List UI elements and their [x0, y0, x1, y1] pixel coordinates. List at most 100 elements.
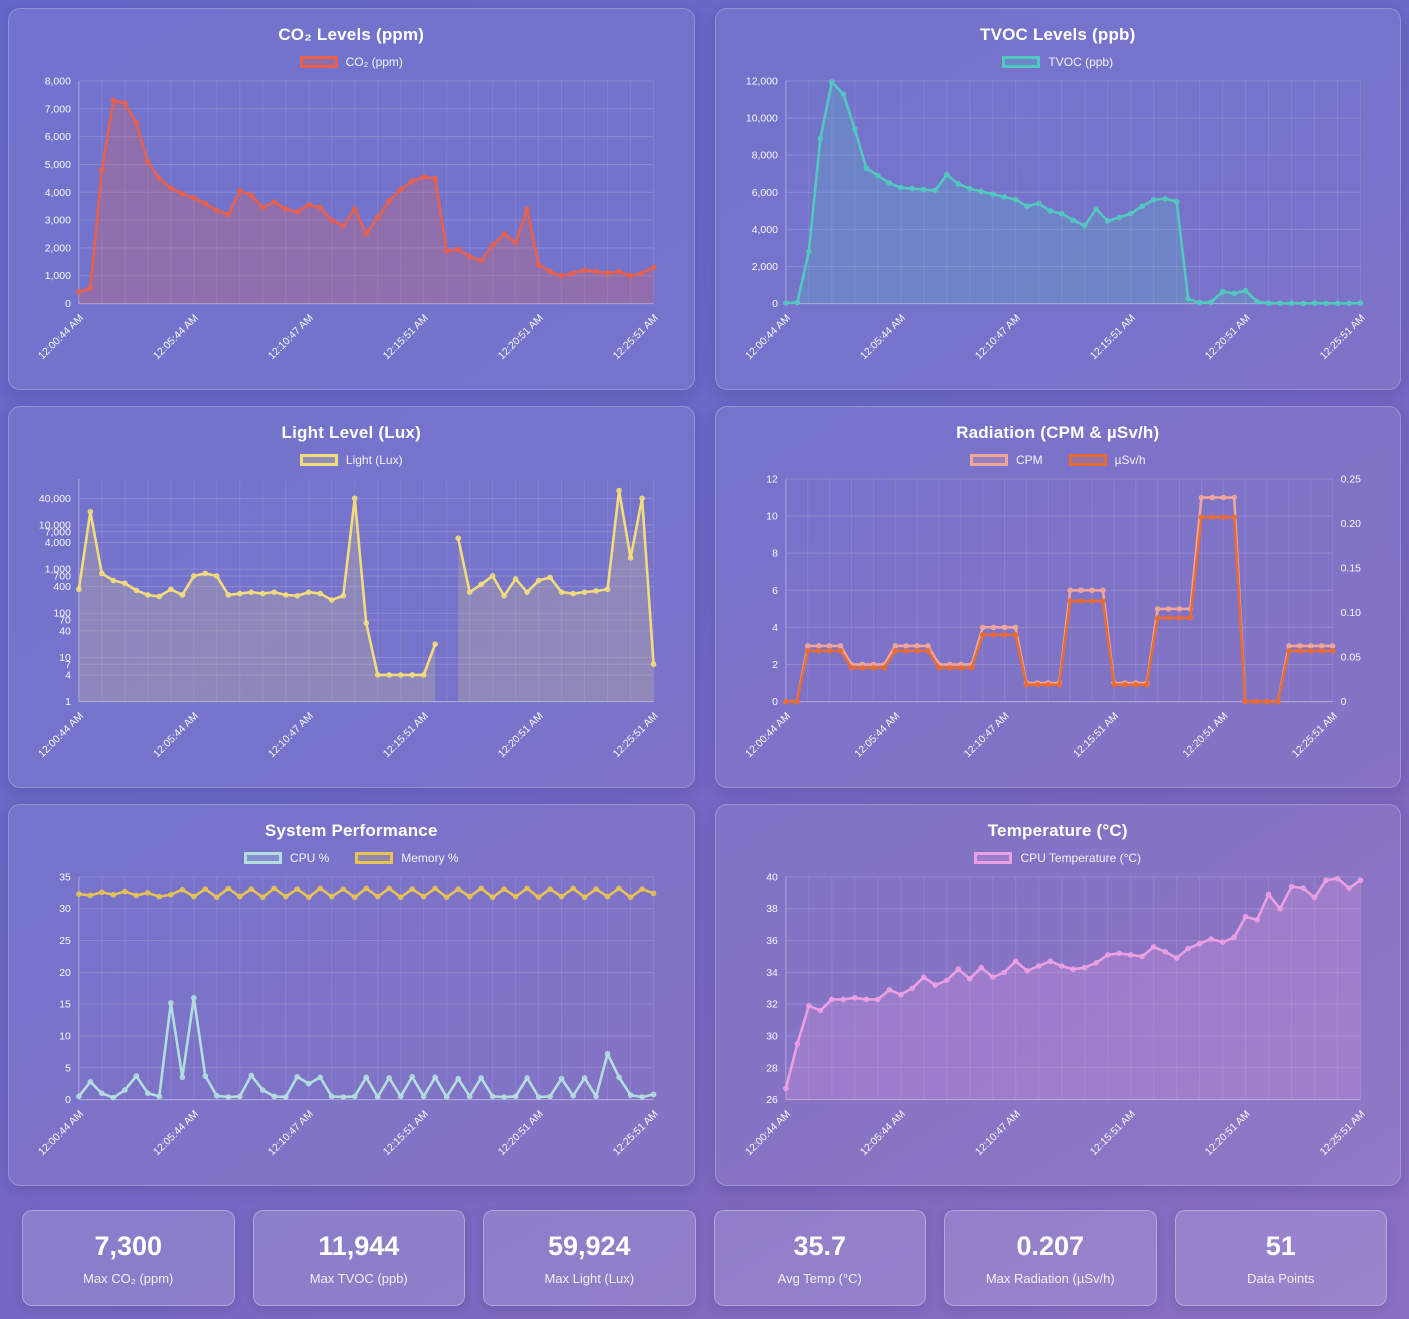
- legend-label: TVOC (ppb): [1048, 54, 1114, 69]
- svg-text:10: 10: [59, 1031, 71, 1042]
- chart-canvas-system-performance[interactable]: 0 5 10 15 20 25 30 35 12:00:44 AM 12:05:44 AM 12:1…: [23, 869, 680, 1179]
- chart-panel-light: Light Level (Lux) Light (Lux) 1 4 7 10 40 70 1…: [8, 406, 695, 788]
- svg-text:15: 15: [59, 1000, 71, 1011]
- legend-swatch: [299, 55, 338, 68]
- svg-text:12:10:47 AM: 12:10:47 AM: [267, 711, 316, 760]
- stat-value: 7,300: [94, 1230, 163, 1261]
- stat-label: Max TVOC (ppb): [309, 1270, 408, 1286]
- chart-canvas-temperature[interactable]: 26 28 30 32 34 36 38 40 12:00:44 AM 12:05:44 AM 12…: [730, 869, 1387, 1179]
- stat-card-data-points: 51 Data Points: [1174, 1210, 1387, 1306]
- chart-title-system-performance: System Performance: [264, 821, 438, 840]
- svg-text:12:05:44 AM: 12:05:44 AM: [152, 1109, 201, 1158]
- stat-value: 59,924: [547, 1230, 631, 1261]
- svg-text:0.15: 0.15: [1340, 563, 1361, 574]
- chart-canvas-tvoc[interactable]: 0 2,000 4,000 6,000 8,000 10,000 12,000 12:00:4…: [730, 73, 1387, 383]
- svg-text:12:15:51 AM: 12:15:51 AM: [381, 313, 430, 362]
- svg-text:0: 0: [1340, 697, 1346, 708]
- svg-text:12:10:47 AM: 12:10:47 AM: [962, 711, 1011, 760]
- svg-text:5: 5: [65, 1063, 71, 1074]
- svg-text:4,000: 4,000: [45, 188, 71, 199]
- svg-text:12:20:51 AM: 12:20:51 AM: [1181, 711, 1230, 760]
- svg-text:0: 0: [772, 299, 778, 310]
- svg-text:0.20: 0.20: [1340, 519, 1361, 530]
- svg-text:0: 0: [772, 697, 778, 708]
- svg-text:26: 26: [766, 1095, 778, 1106]
- svg-text:12:20:51 AM: 12:20:51 AM: [496, 1109, 545, 1158]
- svg-text:35: 35: [59, 872, 71, 883]
- svg-text:40,000: 40,000: [39, 494, 71, 505]
- stat-label: Avg Temp (°C): [777, 1270, 862, 1286]
- svg-text:12:00:44 AM: 12:00:44 AM: [743, 313, 792, 362]
- chart-legend-radiation: CPM µSv/h: [730, 451, 1387, 469]
- legend-item[interactable]: µSv/h: [1068, 452, 1146, 467]
- svg-text:7,000: 7,000: [45, 527, 71, 538]
- stat-value: 51: [1265, 1230, 1296, 1261]
- legend-item[interactable]: TVOC (ppb): [1002, 55, 1113, 69]
- chart-panel-co2: CO₂ Levels (ppm) CO₂ (ppm) 0 1,000 2,000 3,…: [8, 8, 695, 390]
- svg-text:12:00:44 AM: 12:00:44 AM: [37, 711, 86, 760]
- svg-text:7,000: 7,000: [45, 104, 71, 115]
- legend-label: Light (Lux): [345, 452, 403, 467]
- svg-text:12:15:51 AM: 12:15:51 AM: [1088, 1109, 1137, 1158]
- legend-swatch: [1068, 453, 1107, 466]
- stat-card-max-co2: 7,300 Max CO₂ (ppm): [22, 1210, 235, 1306]
- svg-text:12:20:51 AM: 12:20:51 AM: [1203, 313, 1252, 362]
- legend-item[interactable]: CPM: [969, 452, 1043, 467]
- svg-text:12:00:44 AM: 12:00:44 AM: [743, 711, 792, 760]
- chart-canvas-radiation[interactable]: 0 2 4 6 8 10 12 0 0.05 0.10 0.15 0.20 0.25 12:00:44 A…: [730, 471, 1387, 781]
- svg-text:12:05:44 AM: 12:05:44 AM: [853, 711, 902, 760]
- svg-text:3,000: 3,000: [45, 215, 71, 226]
- svg-text:12:05:44 AM: 12:05:44 AM: [152, 711, 201, 760]
- svg-text:12:25:51 AM: 12:25:51 AM: [1290, 711, 1339, 760]
- chart-canvas-co2[interactable]: 0 1,000 2,000 3,000 4,000 5,000 6,000 7,000 8,00…: [23, 73, 680, 383]
- svg-text:100: 100: [53, 609, 71, 620]
- legend-item[interactable]: CPU Temperature (°C): [974, 851, 1141, 865]
- legend-swatch: [1002, 55, 1041, 68]
- chart-legend-temperature: CPU Temperature (°C): [730, 849, 1387, 867]
- legend-swatch: [243, 851, 282, 864]
- svg-text:12,000: 12,000: [745, 76, 777, 87]
- svg-text:12:25:51 AM: 12:25:51 AM: [1318, 1109, 1367, 1158]
- stat-value: 11,944: [318, 1230, 400, 1261]
- legend-swatch: [299, 453, 338, 466]
- legend-label: CPU Temperature (°C): [1020, 850, 1142, 865]
- svg-text:12:25:51 AM: 12:25:51 AM: [611, 313, 660, 362]
- legend-label: CO₂ (ppm): [345, 54, 403, 69]
- svg-text:4: 4: [65, 670, 71, 681]
- svg-text:12:05:44 AM: 12:05:44 AM: [152, 313, 201, 362]
- legend-label: µSv/h: [1114, 452, 1146, 467]
- svg-text:1: 1: [65, 697, 71, 708]
- svg-text:12:15:51 AM: 12:15:51 AM: [381, 711, 430, 760]
- svg-text:4,000: 4,000: [45, 538, 71, 549]
- svg-text:34: 34: [766, 968, 778, 979]
- svg-text:400: 400: [53, 582, 71, 593]
- svg-text:40: 40: [766, 872, 778, 883]
- svg-text:12:00:44 AM: 12:00:44 AM: [37, 1109, 86, 1158]
- legend-swatch: [355, 851, 394, 864]
- svg-text:12:15:51 AM: 12:15:51 AM: [1088, 313, 1137, 362]
- svg-text:30: 30: [766, 1031, 778, 1042]
- svg-text:8: 8: [772, 549, 778, 560]
- legend-swatch: [969, 453, 1008, 466]
- legend-label: CPM: [1015, 452, 1043, 467]
- svg-text:12:20:51 AM: 12:20:51 AM: [1203, 1109, 1252, 1158]
- svg-text:12: 12: [766, 474, 778, 485]
- svg-text:12:05:44 AM: 12:05:44 AM: [858, 313, 907, 362]
- legend-item[interactable]: Memory %: [355, 850, 459, 865]
- legend-item[interactable]: CPU %: [243, 851, 329, 865]
- svg-text:12:25:51 AM: 12:25:51 AM: [611, 1109, 660, 1158]
- svg-text:70: 70: [59, 615, 71, 626]
- legend-item[interactable]: Light (Lux): [299, 452, 403, 467]
- chart-panel-system-performance: System Performance CPU % Memory % 0 5 10 15 2…: [8, 804, 695, 1186]
- svg-text:10: 10: [59, 653, 71, 664]
- svg-text:4,000: 4,000: [751, 225, 777, 236]
- dashboard: CO₂ Levels (ppm) CO₂ (ppm) 0 1,000 2,000 3,…: [8, 8, 1401, 1186]
- chart-title-light: Light Level (Lux): [281, 423, 421, 442]
- legend-label: Memory %: [401, 850, 459, 865]
- chart-title-co2: CO₂ Levels (ppm): [278, 25, 425, 44]
- svg-text:32: 32: [766, 1000, 778, 1011]
- svg-text:12:10:47 AM: 12:10:47 AM: [267, 313, 316, 362]
- svg-text:0: 0: [65, 1095, 71, 1106]
- legend-item[interactable]: CO₂ (ppm): [299, 54, 403, 69]
